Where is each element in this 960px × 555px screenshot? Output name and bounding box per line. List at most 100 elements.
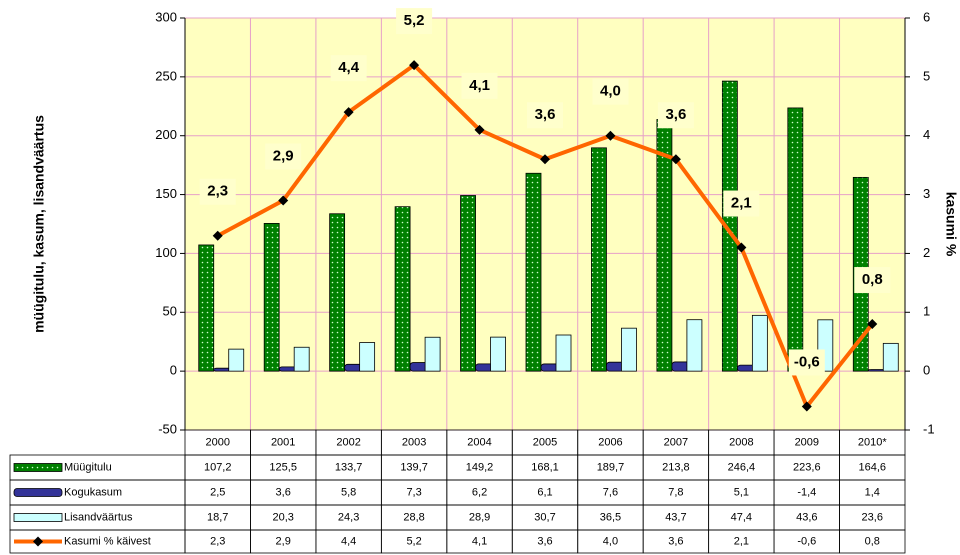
table-value: 23,6 <box>862 511 883 523</box>
table-value: 43,6 <box>796 511 817 523</box>
y-axis-label: müügitulu, kasum, lisandväärtus <box>31 115 47 333</box>
y2-tick-label: 2 <box>923 245 930 260</box>
y2-tick-label: 6 <box>923 9 930 24</box>
y-tick-label: 0 <box>170 363 177 378</box>
table-value: -1,4 <box>797 486 816 498</box>
marker <box>867 319 878 330</box>
legend-marker <box>33 536 43 547</box>
marker <box>801 401 812 412</box>
table-value: 18,7 <box>207 511 228 523</box>
y-tick-label: 150 <box>155 186 177 201</box>
data-label-box <box>657 102 694 129</box>
table-value: 139,7 <box>400 461 428 473</box>
table-value: 30,7 <box>534 511 555 523</box>
data-label-box <box>788 349 825 376</box>
y-tick-label: 100 <box>155 245 177 260</box>
table-value: 4,4 <box>341 535 356 547</box>
table-value: 7,3 <box>406 486 421 498</box>
data-label-box <box>330 55 367 82</box>
table-value: 1,4 <box>865 486 880 498</box>
table-value: 47,4 <box>731 511 752 523</box>
bar <box>293 346 310 372</box>
table-value: 5,1 <box>734 486 749 498</box>
y-tick-label: 200 <box>155 127 177 142</box>
table-value: 5,8 <box>341 486 356 498</box>
bar <box>263 223 280 372</box>
bar <box>686 319 703 372</box>
marker <box>540 154 550 165</box>
bar <box>591 147 607 372</box>
bar <box>460 195 476 372</box>
data-label-box <box>461 72 498 99</box>
bar <box>525 172 542 372</box>
table-value: 133,7 <box>335 461 363 473</box>
table-value: 3,6 <box>537 535 552 547</box>
table-value: 6,2 <box>472 486 487 498</box>
y-tick-label: -50 <box>158 421 177 436</box>
marker <box>605 130 616 141</box>
data-label-box <box>265 143 302 170</box>
table-cell <box>839 529 906 554</box>
category-label: 2002 <box>336 436 360 448</box>
marker <box>212 230 223 241</box>
category-label: 2001 <box>271 436 295 448</box>
bar <box>490 336 506 372</box>
table-value: 223,6 <box>793 461 821 473</box>
data-label: 2,1 <box>731 195 752 212</box>
y2-tick-label: 4 <box>923 127 930 142</box>
data-label-box <box>199 178 236 205</box>
table-value: 7,8 <box>668 486 683 498</box>
table-value: 213,8 <box>662 461 690 473</box>
marker <box>670 154 681 165</box>
table-value: 3,6 <box>276 486 291 498</box>
y-tick-label: 250 <box>155 68 177 83</box>
bar <box>721 80 738 372</box>
category-label: 2004 <box>467 436 491 448</box>
bar <box>228 348 245 372</box>
category-label: 2008 <box>729 436 753 448</box>
data-label: 4,1 <box>469 77 490 94</box>
table-value: 2,9 <box>276 535 291 547</box>
table-value: 149,2 <box>466 461 494 473</box>
table-value: 4,0 <box>603 535 618 547</box>
marker <box>409 60 420 71</box>
y2-tick-label: -1 <box>923 421 935 436</box>
data-label-box <box>854 267 891 294</box>
table-value: 28,9 <box>469 511 490 523</box>
table-value: 0,8 <box>865 535 880 547</box>
y2-tick-label: 5 <box>923 68 930 83</box>
data-label-box <box>723 190 760 217</box>
table-value: 164,6 <box>859 461 887 473</box>
data-label-box <box>396 8 433 35</box>
data-label: 4,0 <box>600 83 621 100</box>
data-label: 5,2 <box>404 12 425 29</box>
legend-label: Kasumi % käivest <box>64 535 151 547</box>
legend-label: Lisandväärtus <box>64 511 133 523</box>
data-label-box <box>527 102 563 129</box>
table-value: 246,4 <box>728 461 756 473</box>
y2-tick-label: 0 <box>923 363 930 378</box>
data-label-box <box>592 78 629 105</box>
category-label: 2005 <box>533 436 557 448</box>
category-label: 2009 <box>795 436 819 448</box>
bar <box>751 314 768 372</box>
table-value: 2,5 <box>210 486 225 498</box>
legend-swatch <box>13 488 63 497</box>
y2-tick-label: 3 <box>923 186 930 201</box>
legend-swatch <box>13 463 63 472</box>
table-value: 6,1 <box>537 486 552 498</box>
table-value: 189,7 <box>597 461 625 473</box>
table-value: 20,3 <box>272 511 293 523</box>
table-value: 2,1 <box>734 535 749 547</box>
data-label: 2,3 <box>207 183 228 200</box>
table-value: 4,1 <box>472 535 487 547</box>
bar <box>329 213 346 372</box>
category-label: 2000 <box>205 436 229 448</box>
legend-swatch <box>13 513 63 522</box>
legend-label: Müügitulu <box>64 461 112 473</box>
table-value: 28,8 <box>403 511 424 523</box>
y2-tick-label: 1 <box>923 304 930 319</box>
table-value: 43,7 <box>665 511 686 523</box>
marker <box>474 124 485 135</box>
